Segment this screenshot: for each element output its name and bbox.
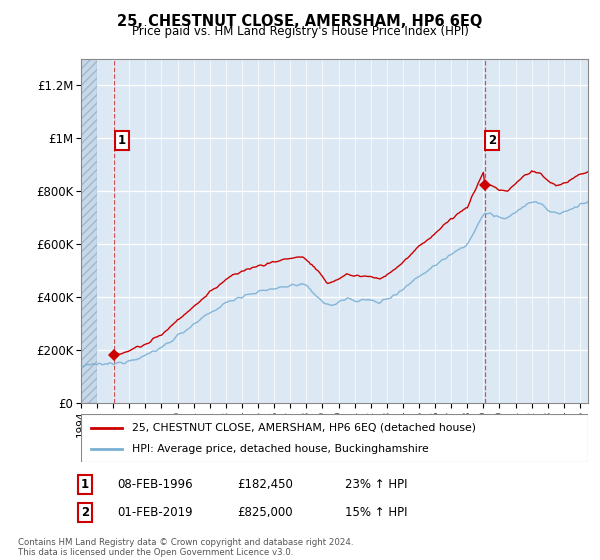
Text: 23% ↑ HPI: 23% ↑ HPI: [345, 478, 407, 491]
Text: 1: 1: [81, 478, 89, 491]
Text: 25, CHESTNUT CLOSE, AMERSHAM, HP6 6EQ (detached house): 25, CHESTNUT CLOSE, AMERSHAM, HP6 6EQ (d…: [132, 423, 476, 433]
FancyBboxPatch shape: [81, 414, 588, 462]
Text: Contains HM Land Registry data © Crown copyright and database right 2024.
This d: Contains HM Land Registry data © Crown c…: [18, 538, 353, 557]
Text: 08-FEB-1996: 08-FEB-1996: [117, 478, 193, 491]
Bar: [81, 59, 97, 403]
Text: 2: 2: [488, 134, 496, 147]
Text: 25, CHESTNUT CLOSE, AMERSHAM, HP6 6EQ: 25, CHESTNUT CLOSE, AMERSHAM, HP6 6EQ: [118, 14, 482, 29]
Text: 2: 2: [81, 506, 89, 519]
Text: £825,000: £825,000: [237, 506, 293, 519]
Text: 15% ↑ HPI: 15% ↑ HPI: [345, 506, 407, 519]
Text: HPI: Average price, detached house, Buckinghamshire: HPI: Average price, detached house, Buck…: [132, 444, 428, 454]
Text: 01-FEB-2019: 01-FEB-2019: [117, 506, 193, 519]
Text: Price paid vs. HM Land Registry's House Price Index (HPI): Price paid vs. HM Land Registry's House …: [131, 25, 469, 38]
Text: 1: 1: [118, 134, 126, 147]
Text: £182,450: £182,450: [237, 478, 293, 491]
